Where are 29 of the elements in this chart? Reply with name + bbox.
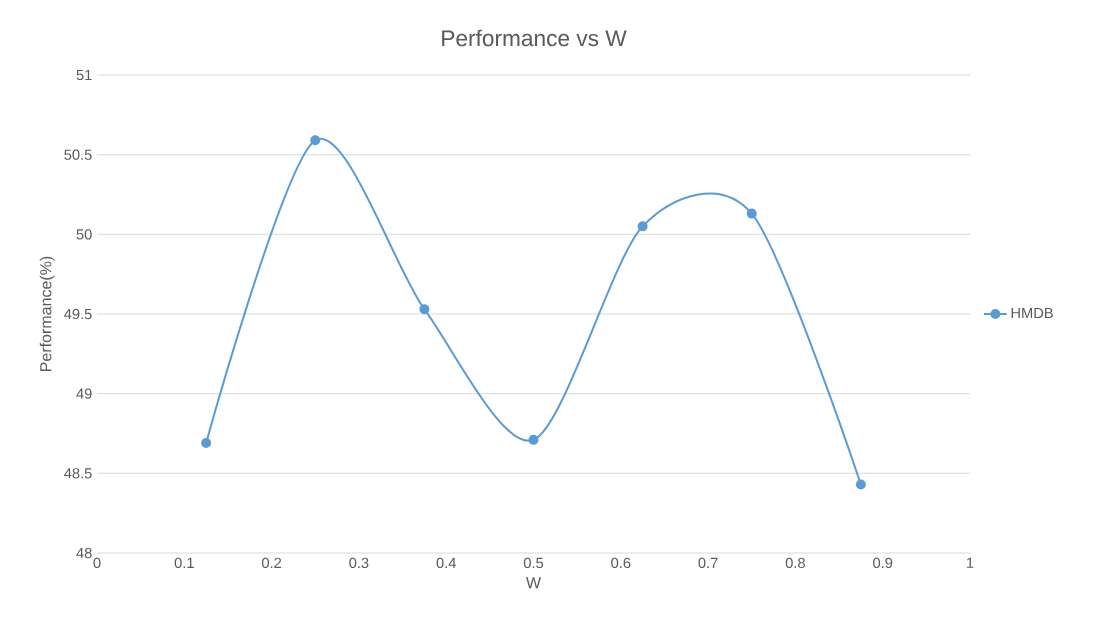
point (310, 135, 321, 146)
y-tick-label: 51 (76, 69, 92, 81)
point (637, 221, 648, 232)
x-tick-label: 0.1 (174, 557, 194, 569)
point (528, 434, 539, 445)
y-axis-title: Performance(%) (39, 256, 55, 371)
y-tick-label: 49 (76, 388, 92, 399)
x-tick-label: 0.8 (785, 557, 805, 569)
y-tick-label: 50.5 (64, 149, 92, 160)
y-tick-label: 48.5 (64, 468, 92, 479)
point (746, 208, 757, 219)
x-tick-label: 0.3 (349, 557, 369, 569)
x-tick-label: 0.6 (611, 557, 631, 569)
x-tick-label: 0.7 (698, 557, 718, 569)
x-tick-label: 0.5 (523, 557, 544, 569)
x-axis-title: W (526, 577, 541, 589)
y-tick-label: 49.5 (64, 308, 92, 320)
point (419, 304, 430, 315)
point (201, 438, 212, 449)
x-tick-label: 0.4 (436, 557, 456, 569)
x-tick-label: 0.2 (261, 557, 282, 569)
x-tick-label: 0 (93, 557, 101, 569)
x-tick-label: 0.9 (873, 557, 893, 569)
point (855, 479, 866, 490)
y-tick-label: 48 (76, 547, 92, 559)
y-tick-label: 50 (76, 229, 92, 240)
legend-label: HMDB (1011, 307, 1053, 319)
x-tick-label: 1 (967, 557, 974, 568)
chart-title: Performance vs W (442, 29, 627, 47)
